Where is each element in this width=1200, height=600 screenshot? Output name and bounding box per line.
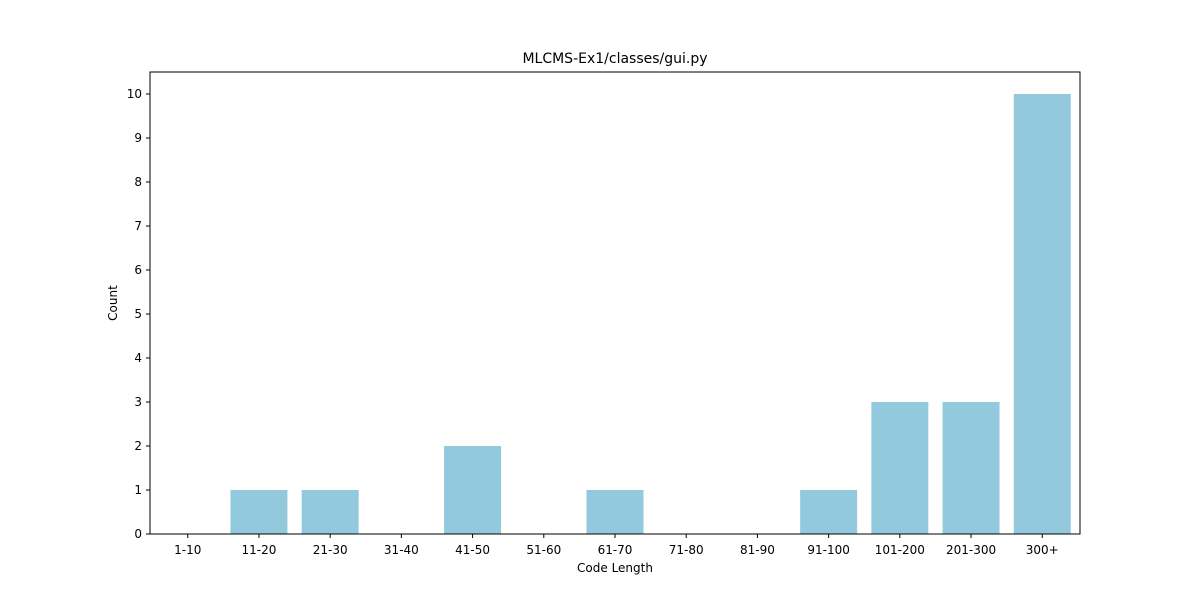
plot-frame: [149, 71, 1081, 535]
x-tick-label: 300+: [1026, 543, 1059, 557]
bar-201-300: [942, 402, 1000, 534]
x-tick-label: 61-70: [598, 543, 633, 557]
y-tick-label: 3: [134, 395, 142, 409]
bar-11-20: [230, 490, 288, 534]
chart-title: MLCMS-Ex1/classes/gui.py: [522, 51, 707, 67]
x-tick-label: 1-10: [174, 543, 201, 557]
y-tick-label: 4: [134, 351, 142, 365]
bar-101-200: [871, 402, 929, 534]
y-tick-label: 8: [134, 175, 142, 189]
bar-61-70: [586, 490, 644, 534]
y-tick-label: 9: [134, 131, 142, 145]
x-tick-label: 21-30: [313, 543, 348, 557]
x-tick-label: 31-40: [384, 543, 419, 557]
bar-41-50: [444, 446, 502, 534]
x-tick-label: 11-20: [242, 543, 277, 557]
x-tick-label: 101-200: [875, 543, 925, 557]
bars-layer: [230, 94, 1071, 534]
x-tick-label: 51-60: [526, 543, 561, 557]
y-tick-label: 5: [134, 307, 142, 321]
y-tick-label: 7: [134, 219, 142, 233]
x-tick-label: 81-90: [740, 543, 775, 557]
y-tick-label: 0: [134, 527, 142, 541]
y-axis-label: Count: [106, 285, 120, 321]
bar-21-30: [301, 490, 359, 534]
y-tick-label: 10: [127, 87, 142, 101]
y-ticks: 0 1 2 3 4 5 6 7 8 9 10: [127, 87, 150, 541]
x-ticks: 1-10 11-20 21-30 31-40 41-50 51-60 61-70 71-80 8…: [174, 534, 1059, 557]
y-tick-label: 1: [134, 483, 142, 497]
y-tick-label: 2: [134, 439, 142, 453]
bar-300+: [1013, 94, 1071, 534]
x-tick-label: 71-80: [669, 543, 704, 557]
x-tick-label: 41-50: [455, 543, 490, 557]
x-tick-label: 91-100: [807, 543, 850, 557]
y-tick-label: 6: [134, 263, 142, 277]
x-axis-label: Code Length: [577, 561, 653, 575]
x-tick-label: 201-300: [946, 543, 996, 557]
bar-91-100: [800, 490, 858, 534]
